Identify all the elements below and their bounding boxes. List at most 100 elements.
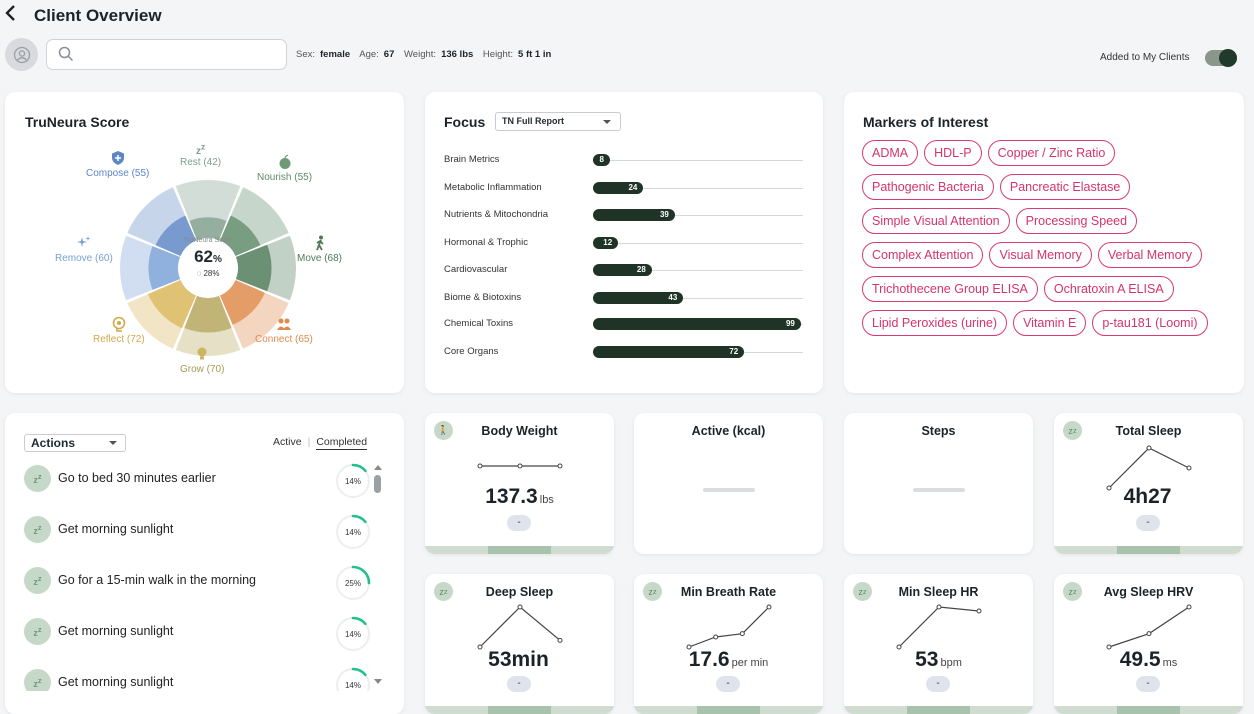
svg-text:14%: 14%	[345, 477, 361, 486]
wheel-segment-reflect[interactable]	[147, 279, 197, 329]
actions-select[interactable]: Actions	[24, 434, 126, 452]
people-icon	[276, 318, 291, 330]
action-tabs: Active | Completed	[273, 436, 368, 450]
focus-bar-value: 8	[599, 155, 604, 164]
trend-badge[interactable]: -	[507, 515, 531, 531]
metric-tile[interactable]: 🚶 Body Weight 137.3 lbs -	[425, 413, 614, 554]
focus-card: Focus	[425, 92, 823, 393]
action-item[interactable]: zz Get morning sunlight 14%	[24, 667, 374, 691]
metric-tile[interactable]: Steps	[844, 413, 1033, 554]
trend-point	[1106, 644, 1112, 650]
metric-value: 4h27	[1123, 485, 1172, 508]
focus-row[interactable]: Biome & Biotoxins 43	[444, 291, 804, 305]
demographics: Sex: female Age: 67 Weight: 136 lbs Height:…	[296, 49, 552, 60]
focus-row-label: Nutrients & Mitochondria	[444, 209, 549, 220]
focus-bar-value: 12	[603, 238, 613, 247]
metric-value: 137.3 lbs	[485, 485, 554, 508]
marker-chip[interactable]: Copper / Zinc Ratio	[987, 140, 1116, 166]
wheel-segment-compose[interactable]	[155, 215, 197, 257]
metric-title: Total Sleep	[1115, 424, 1182, 438]
focus-bar-value: 24	[628, 183, 638, 192]
focus-bar: 8	[593, 154, 610, 166]
action-item[interactable]: zz Go to bed 30 minutes earlier 14%	[24, 463, 374, 499]
search-input[interactable]	[46, 39, 287, 70]
metric-value: 49.5 ms	[1119, 648, 1178, 671]
trend-badge[interactable]: -	[507, 676, 531, 692]
marker-chip[interactable]: ADMA	[862, 140, 919, 166]
tab-active[interactable]: Active	[273, 436, 302, 448]
action-item[interactable]: zz Go for a 15-min walk in the morning 2…	[24, 565, 374, 601]
focus-row[interactable]: Nutrients & Mitochondria 39	[444, 208, 804, 222]
trend-badge[interactable]: -	[716, 676, 740, 692]
trend-point	[1186, 604, 1192, 610]
focus-row[interactable]: Core Organs 72	[444, 345, 804, 359]
marker-chip[interactable]: Lipid Peroxides (urine)	[862, 310, 1008, 336]
wheel-segment-nourish[interactable]	[219, 215, 261, 257]
focus-bar: 39	[593, 209, 675, 221]
metric-tile[interactable]: Active (kcal)	[634, 413, 823, 554]
focus-row[interactable]: Cardiovascular 28	[444, 263, 804, 277]
back-button[interactable]	[4, 4, 24, 28]
focus-row[interactable]: Chemical Toxins 99	[444, 317, 804, 331]
trend-badge[interactable]: -	[1136, 515, 1160, 531]
focus-row[interactable]: Hormonal & Trophic 12	[444, 236, 804, 250]
page-title: Client Overview	[34, 6, 162, 25]
trend-badge[interactable]: -	[926, 676, 950, 692]
progress-ring: 14%	[335, 463, 371, 499]
added-label: Added to My Clients	[1100, 52, 1190, 63]
score-center-sub: ◌ 28%	[196, 269, 220, 278]
marker-chip[interactable]: Pathogenic Bacteria	[862, 174, 994, 200]
trend-point	[477, 644, 483, 650]
focus-bar: 72	[593, 346, 745, 358]
score-center-value: 62%	[194, 247, 222, 266]
action-item[interactable]: zz Get morning sunlight 14%	[24, 616, 374, 652]
trend-point	[1146, 445, 1152, 451]
scroll-up-arrow[interactable]	[374, 465, 382, 470]
wheel-segment-remove[interactable]	[148, 246, 181, 290]
marker-chip[interactable]: Ochratoxin A ELISA	[1043, 276, 1174, 302]
report-select[interactable]: TN Full Report	[495, 112, 621, 131]
markers-title: Markers of Interest	[863, 114, 989, 130]
focus-track	[593, 188, 803, 189]
focus-row[interactable]: Metabolic Inflammation 24	[444, 181, 804, 195]
wheel-segment-grow[interactable]	[184, 295, 232, 333]
trend-line	[1106, 445, 1192, 491]
metric-tile[interactable]: z z Min Sleep HR 53 bpm -	[844, 574, 1033, 714]
marker-chip[interactable]: Complex Attention	[862, 242, 984, 268]
score-title: TruNeura Score	[25, 114, 130, 130]
marker-chip[interactable]: p-tau181 (Loomi)	[1092, 310, 1208, 336]
marker-chips: ADMA HDL-P Copper / Zinc Ratio Pathogenic B…	[862, 140, 1238, 336]
trend-badge[interactable]: -	[1136, 676, 1160, 692]
avatar[interactable]	[5, 38, 38, 71]
scroll-down-arrow[interactable]	[374, 679, 382, 684]
added-toggle[interactable]	[1205, 49, 1237, 67]
metric-range-bar	[844, 706, 1033, 714]
progress-ring: 14%	[335, 616, 371, 652]
trend-point	[477, 463, 483, 469]
wheel-segment-move[interactable]	[235, 244, 272, 292]
wheel-segment-rest[interactable]	[189, 217, 227, 241]
marker-chip[interactable]: Simple Visual Attention	[862, 208, 1010, 234]
marker-chip[interactable]: Processing Speed	[1015, 208, 1138, 234]
marker-chip[interactable]: Verbal Memory	[1097, 242, 1202, 268]
metric-tile[interactable]: z z Min Breath Rate 17.6 per min -	[634, 574, 823, 714]
focus-track	[593, 298, 803, 299]
marker-chip[interactable]: Pancreatic Elastase	[999, 174, 1131, 200]
metric-tile[interactable]: z z Total Sleep 4h27 -	[1054, 413, 1243, 554]
trend-point	[686, 644, 692, 650]
trend-point	[976, 608, 982, 614]
marker-chip[interactable]: Visual Memory	[989, 242, 1092, 268]
svg-text:14%: 14%	[345, 528, 361, 537]
trend-point	[557, 637, 563, 643]
wheel-segment-connect[interactable]	[219, 279, 265, 325]
metric-tile[interactable]: z z Deep Sleep 53min -	[425, 574, 614, 714]
marker-chip[interactable]: Vitamin E	[1013, 310, 1087, 336]
tab-completed[interactable]: Completed	[316, 436, 368, 450]
marker-chip[interactable]: HDL-P	[924, 140, 982, 166]
action-item[interactable]: zz Get morning sunlight 14%	[24, 514, 374, 550]
focus-row[interactable]: Brain Metrics 8	[444, 153, 804, 167]
metric-tile[interactable]: z z Avg Sleep HRV 49.5 ms -	[1054, 574, 1243, 714]
scrollbar-thumb[interactable]	[374, 475, 381, 493]
marker-chip[interactable]: Trichothecene Group ELISA	[862, 276, 1038, 302]
